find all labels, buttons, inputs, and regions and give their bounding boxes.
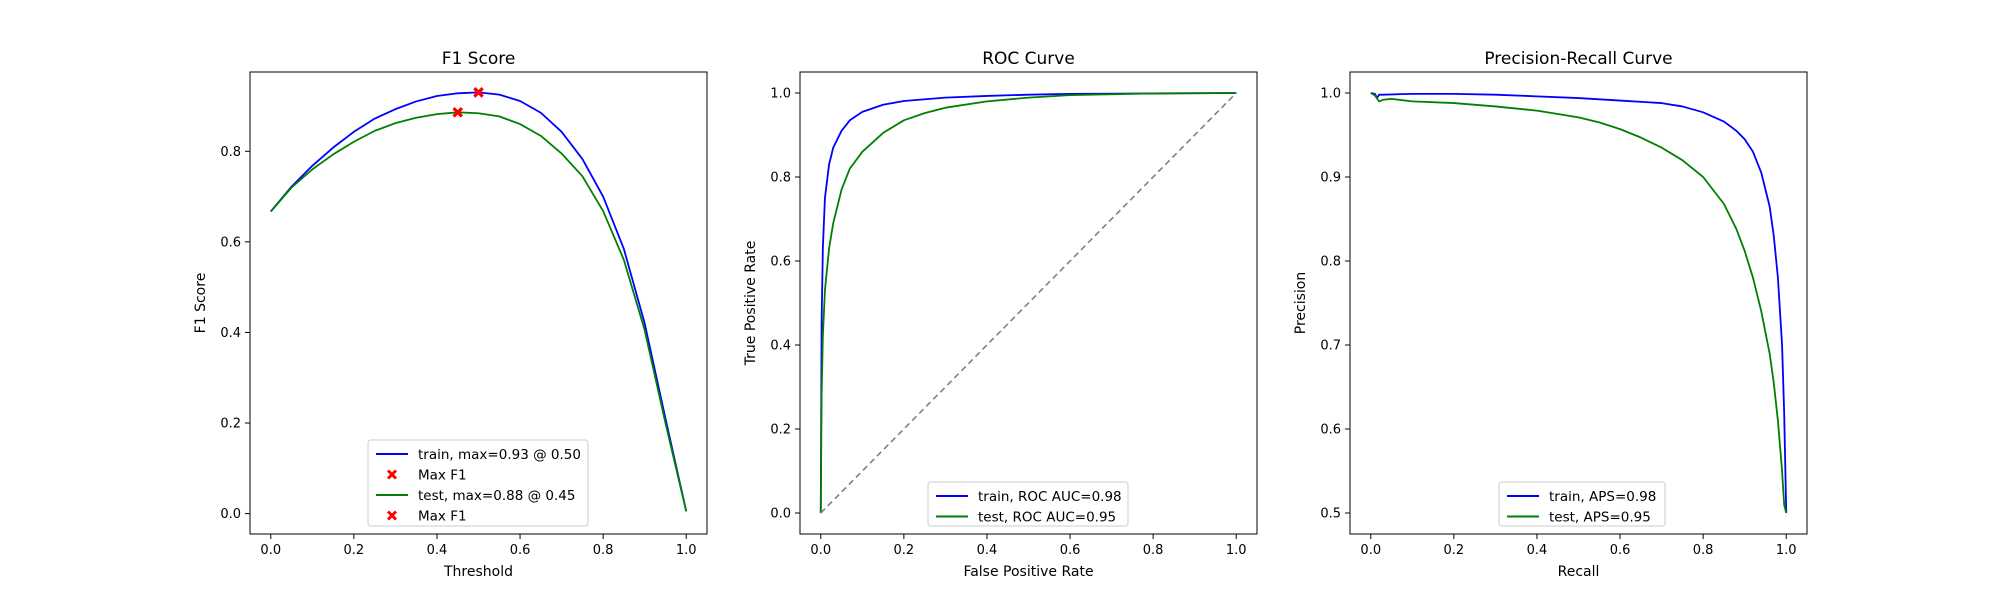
max-f1-marker	[452, 106, 464, 118]
legend-entry: test, APS=0.95	[1549, 510, 1651, 526]
y-tick-label: 0.6	[220, 235, 241, 250]
y-tick-label: 0.7	[1320, 339, 1341, 354]
x-tick-label: 0.2	[894, 543, 915, 558]
y-tick-label: 0.4	[220, 326, 241, 341]
x-axis-label-2: False Positive Rate	[963, 564, 1093, 580]
y-tick-label: 0.0	[220, 507, 241, 522]
series-line-2	[1370, 92, 1788, 514]
x-tick-label: 0.6	[1060, 543, 1081, 558]
legend-marker-icon	[386, 510, 398, 521]
series-line-2	[819, 92, 1237, 514]
x-tick-label: 0.8	[593, 543, 614, 558]
x-tick-label: 0.0	[1360, 543, 1381, 558]
max-f1-marker	[473, 87, 484, 98]
legend-entry: train, max=0.93 @ 0.50	[418, 447, 581, 463]
axes-frame-3	[1349, 71, 1808, 535]
y-tick-label: 0.8	[220, 145, 241, 160]
x-tick-label: 1.0	[1226, 543, 1247, 558]
y-axis-label-1: F1 Score	[193, 273, 209, 334]
legend-box-1	[367, 439, 589, 527]
legend-entry: Max F1	[418, 509, 467, 525]
y-axis-label-2: True Positive Rate	[743, 241, 759, 367]
x-tick-label: 0.6	[1610, 543, 1631, 558]
x-tick-label: 0.8	[1693, 543, 1714, 558]
x-axis-label-3: Recall	[1558, 564, 1600, 580]
legend-entry: Max F1	[418, 468, 467, 484]
x-tick-label: 0.0	[260, 543, 281, 558]
y-axis-label-3: Precision	[1293, 272, 1309, 334]
x-tick-label: 0.2	[1444, 543, 1465, 558]
y-tick-label: 0.5	[1320, 507, 1341, 522]
series-line-1	[819, 92, 1237, 514]
legend-box-2	[927, 481, 1129, 527]
legend-marker-icon	[386, 469, 398, 480]
x-tick-label: 0.6	[510, 543, 531, 558]
y-tick-label: 1.0	[1320, 87, 1341, 102]
y-tick-label: 0.0	[770, 507, 791, 522]
chart-title-2: ROC Curve	[982, 49, 1075, 69]
axes-frame-2	[799, 71, 1258, 535]
y-tick-label: 0.8	[1320, 255, 1341, 270]
y-tick-label: 0.4	[770, 339, 791, 354]
x-tick-label: 0.0	[810, 543, 831, 558]
legend-entry: train, ROC AUC=0.98	[978, 489, 1122, 505]
legend-entry: test, max=0.88 @ 0.45	[418, 488, 575, 504]
x-tick-label: 0.8	[1143, 543, 1164, 558]
series-line-3	[270, 111, 688, 512]
legend-box-3	[1498, 481, 1666, 527]
x-tick-label: 0.4	[1527, 543, 1548, 558]
y-tick-label: 0.8	[770, 171, 791, 186]
y-tick-label: 0.2	[770, 423, 791, 438]
x-tick-label: 0.2	[344, 543, 365, 558]
y-tick-label: 0.6	[1320, 423, 1341, 438]
x-tick-label: 0.4	[977, 543, 998, 558]
legend-entry: train, APS=0.98	[1549, 489, 1656, 505]
x-tick-label: 1.0	[1776, 543, 1797, 558]
legend-entry: test, ROC AUC=0.95	[978, 510, 1116, 526]
chart-title-3: Precision-Recall Curve	[1484, 49, 1672, 69]
x-tick-label: 1.0	[676, 543, 697, 558]
chance-diagonal-line	[820, 92, 1237, 514]
chart-title-1: F1 Score	[442, 49, 516, 69]
x-axis-label-1: Threshold	[443, 564, 513, 580]
y-tick-label: 0.2	[220, 417, 241, 432]
y-tick-label: 1.0	[770, 87, 791, 102]
axes-frame-1	[249, 71, 708, 535]
series-line-1	[1370, 92, 1788, 514]
y-tick-label: 0.6	[770, 255, 791, 270]
y-tick-label: 0.9	[1320, 171, 1341, 186]
x-tick-label: 0.4	[427, 543, 448, 558]
